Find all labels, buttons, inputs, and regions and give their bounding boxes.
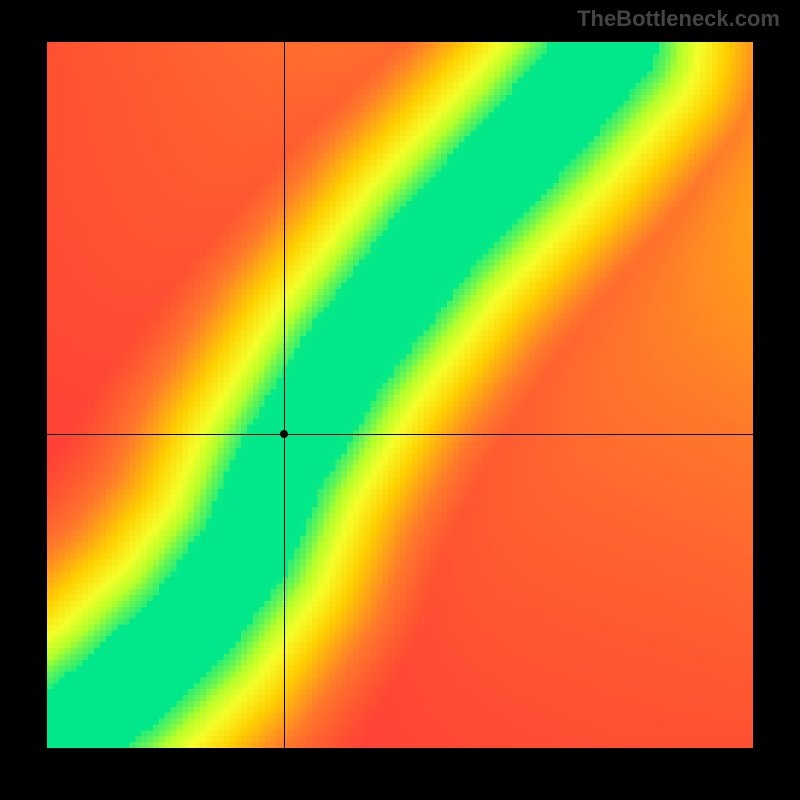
- data-point-marker: [280, 430, 288, 438]
- heatmap-canvas: [47, 42, 753, 748]
- watermark-text: TheBottleneck.com: [577, 6, 780, 32]
- crosshair-horizontal: [47, 434, 753, 435]
- crosshair-vertical: [284, 42, 285, 748]
- outer-frame: TheBottleneck.com: [0, 0, 800, 800]
- plot-area: [47, 42, 753, 748]
